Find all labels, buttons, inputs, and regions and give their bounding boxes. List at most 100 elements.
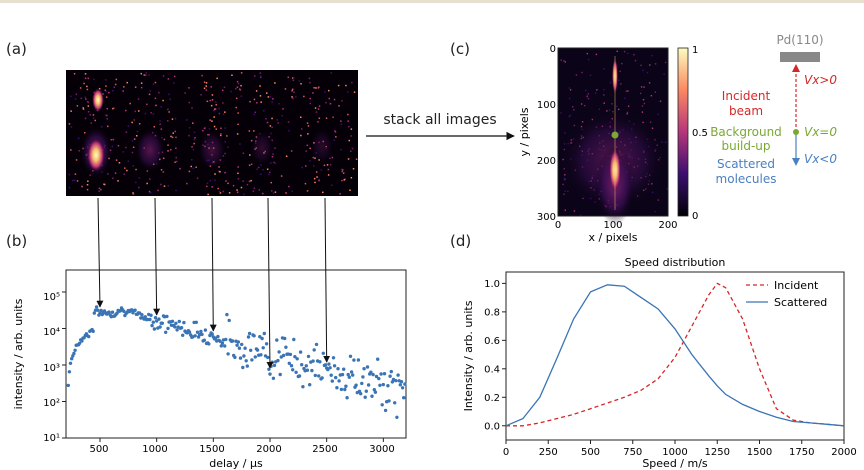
vx-negative-label: Vx<0 [804, 152, 837, 166]
delay-point [268, 372, 272, 376]
speed-x-ticks: 0 250 500 750 1000 1250 1500 1750 2000 [503, 440, 857, 458]
strip-speckle [291, 90, 293, 92]
strip-speckle [236, 191, 239, 193]
speed-xtick-label: 750 [623, 447, 642, 458]
strip-speckle [274, 191, 277, 193]
strip-speckle [94, 119, 96, 122]
panel-label-d: (d) [450, 232, 472, 250]
delay-point [396, 373, 400, 377]
strip-speckle [315, 171, 318, 173]
delay-point [77, 341, 82, 345]
stacked-image-speckle [618, 79, 620, 81]
strip-speckle [342, 169, 344, 171]
strip-speckle [211, 99, 214, 101]
stacked-image-speckle [643, 102, 646, 105]
delay-point [295, 357, 299, 361]
delay-point [382, 372, 387, 376]
strip-frame3-haze [198, 130, 226, 170]
strip-speckle [314, 181, 316, 184]
strip-speckle [209, 179, 212, 182]
strip-speckle [210, 86, 212, 88]
stacked-image-speckle [625, 90, 628, 92]
strip-speckle [285, 192, 287, 194]
strip-speckle [167, 78, 170, 80]
strip-speckle [313, 165, 315, 167]
delay-point [326, 367, 330, 372]
strip-speckle [256, 168, 258, 170]
strip-speckle [205, 85, 207, 87]
strip-speckle [284, 88, 287, 90]
speed-ytick-label: 0.4 [484, 364, 500, 375]
delay-point [140, 313, 144, 317]
strip-speckle [87, 111, 90, 113]
strip-speckle [282, 108, 284, 110]
delay-point [393, 401, 397, 405]
strip-speckle [145, 74, 147, 76]
frame-delay-arrow [153, 197, 161, 316]
strip-speckle [131, 140, 134, 142]
stacked-image-speckle [654, 63, 657, 65]
strip-speckle [133, 138, 136, 140]
stacked-image-speckle [586, 95, 588, 97]
strip-speckle [117, 180, 119, 182]
strip-speckle [160, 106, 162, 108]
strip-speckle [167, 144, 169, 146]
strip-speckle [306, 190, 309, 192]
delay-point [318, 360, 322, 364]
strip-speckle [191, 146, 193, 148]
delay-point [346, 372, 350, 377]
delay-point [70, 357, 74, 361]
strip-speckle [168, 111, 170, 113]
legend-scattered-label: Scattered [774, 296, 827, 309]
delay-xtick-2500: 2500 [312, 444, 337, 455]
stacked-image-speckle [581, 71, 583, 74]
frame-delay-arrow [209, 197, 217, 332]
strip-speckle [318, 178, 320, 181]
stacked-image-speckle [634, 59, 637, 62]
strip-speckle [334, 131, 337, 133]
strip-speckle [306, 144, 309, 147]
strip-speckle [330, 184, 333, 186]
delay-point [164, 330, 168, 334]
delay-point [371, 372, 375, 377]
delay-point [387, 399, 391, 403]
strip-frame2-haze [135, 128, 165, 172]
strip-speckle [327, 168, 330, 171]
stacked-image-speckle [641, 105, 644, 107]
delay-point [264, 342, 269, 346]
strip-speckle [246, 183, 249, 186]
delay-point [225, 312, 229, 317]
delay-point [301, 385, 305, 389]
strip-speckle [70, 126, 73, 128]
delay-point [240, 342, 244, 347]
strip-speckle [134, 86, 137, 88]
strip-speckle [155, 104, 157, 107]
delay-point [255, 348, 260, 352]
strip-speckle [162, 75, 165, 77]
delay-xtick-1000: 1000 [142, 444, 167, 455]
delay-point [321, 351, 325, 355]
stacked-image-speckle [611, 103, 613, 105]
delay-point [210, 332, 214, 336]
strip-speckle [222, 89, 224, 92]
delay-point [373, 390, 378, 394]
stacked-image-panel: 0 100 200 300 0 100 200 x / pixels y / p… [518, 44, 708, 244]
delay-point [361, 375, 365, 379]
delay-point [365, 365, 370, 369]
strip-speckle [332, 116, 334, 118]
image-ytick-200: 200 [537, 156, 556, 167]
strip-speckle [220, 127, 222, 129]
delay-point [363, 395, 367, 399]
strip-speckle [280, 175, 283, 177]
stacked-image-speckle [642, 99, 645, 101]
strip-speckle [214, 108, 216, 110]
strip-speckle [191, 159, 193, 161]
incident-label-line1: Incident [722, 89, 771, 103]
strip-speckle [269, 171, 271, 174]
strip-speckle [159, 120, 161, 122]
strip-speckle [82, 107, 84, 109]
strip-speckle [341, 179, 343, 182]
strip-speckle [154, 97, 157, 100]
strip-speckle [148, 93, 151, 96]
strip-speckle [138, 186, 140, 189]
